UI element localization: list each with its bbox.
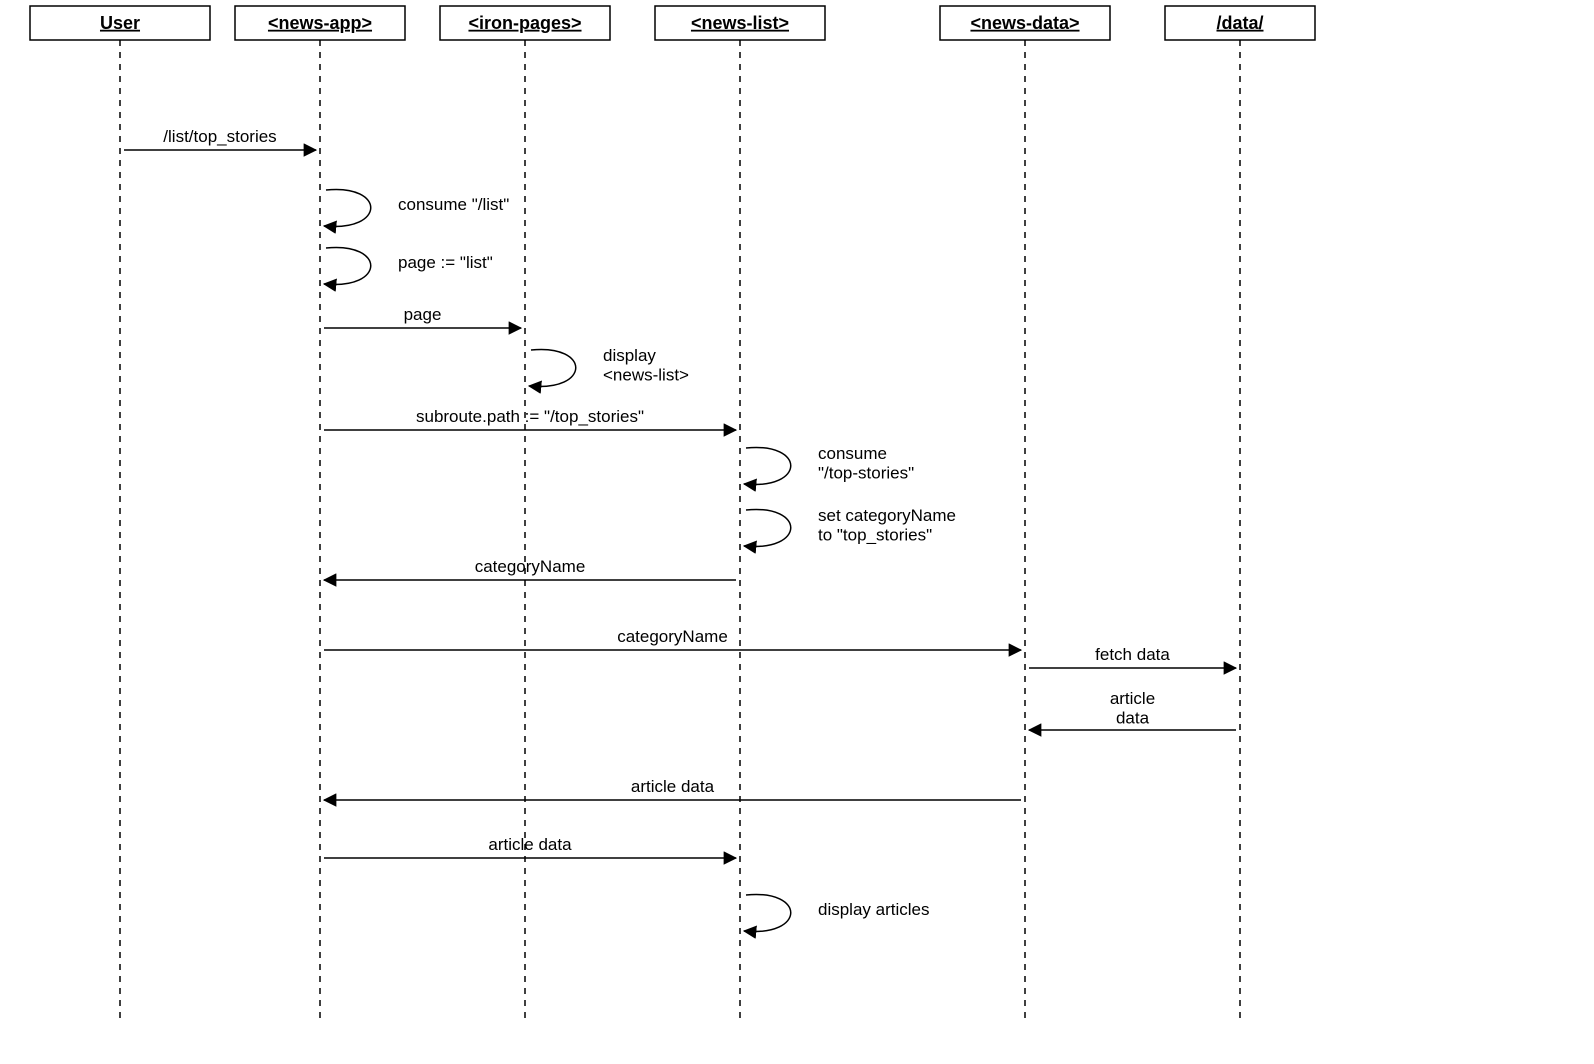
self-message-7	[744, 509, 791, 546]
participant-label-data: /data/	[1216, 13, 1263, 33]
self-message-4	[529, 349, 576, 386]
message-label-14: display articles	[818, 900, 930, 919]
message-label-11: articledata	[1110, 689, 1155, 728]
message-label-10: fetch data	[1095, 645, 1170, 664]
message-label-1: consume "/list"	[398, 195, 509, 214]
message-label-13: article data	[488, 835, 572, 854]
message-label-6: consume"/top-stories"	[818, 444, 914, 483]
self-message-14	[744, 894, 791, 931]
participant-label-news-app: <news-app>	[268, 13, 372, 33]
message-label-8: categoryName	[475, 557, 586, 576]
participant-label-news-list: <news-list>	[691, 13, 789, 33]
message-label-12: article data	[631, 777, 715, 796]
message-label-7: set categoryNameto "top_stories"	[818, 506, 956, 545]
self-message-6	[744, 447, 791, 484]
message-label-2: page := "list"	[398, 253, 493, 272]
self-message-1	[324, 189, 371, 226]
message-label-0: /list/top_stories	[163, 127, 276, 146]
participant-label-user: User	[100, 13, 140, 33]
participant-label-news-data: <news-data>	[970, 13, 1079, 33]
message-label-3: page	[404, 305, 442, 324]
message-label-5: subroute.path := "/top_stories"	[416, 407, 644, 426]
message-label-9: categoryName	[617, 627, 728, 646]
participant-label-iron-pages: <iron-pages>	[468, 13, 581, 33]
self-message-2	[324, 247, 371, 284]
message-label-4: display<news-list>	[603, 346, 689, 385]
sequence-diagram: User <news-app> <iron-pages> <news-list> <ne…	[0, 0, 1594, 1064]
